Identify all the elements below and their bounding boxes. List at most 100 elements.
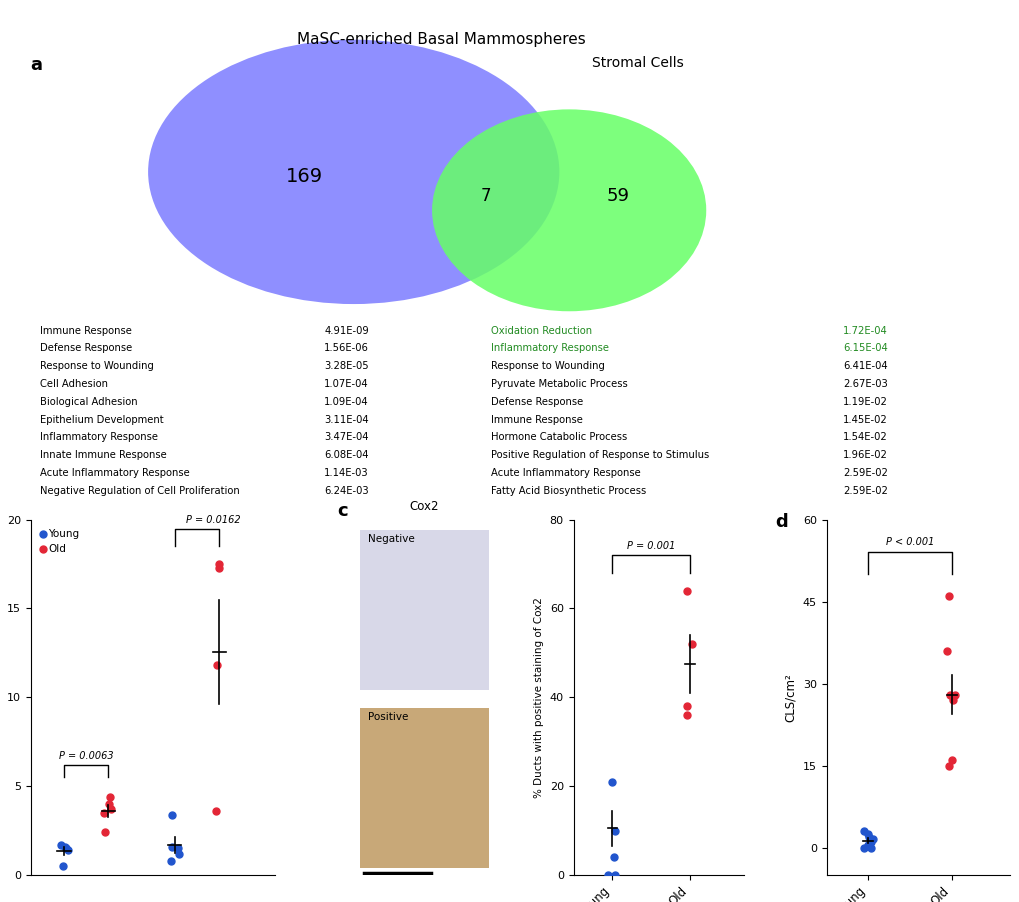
Point	[170, 846, 186, 861]
Point	[945, 693, 961, 707]
Text: Hormone Catabolic Process: Hormone Catabolic Process	[490, 432, 627, 442]
Point	[859, 838, 875, 852]
Text: 1.07E-04: 1.07E-04	[324, 379, 369, 389]
Text: Immune Response: Immune Response	[41, 326, 132, 336]
Text: a: a	[31, 57, 43, 75]
Point	[941, 759, 957, 773]
Text: Fatty Acid Biosynthetic Process: Fatty Acid Biosynthetic Process	[490, 486, 645, 496]
Text: Epithelium Development: Epithelium Development	[41, 415, 164, 425]
Point	[169, 841, 185, 855]
Text: Stromal Cells: Stromal Cells	[591, 57, 683, 70]
Text: Positive: Positive	[368, 712, 408, 722]
Text: 4.91E-09: 4.91E-09	[324, 326, 369, 336]
Point	[684, 637, 700, 651]
Text: 1.56E-06: 1.56E-06	[324, 344, 369, 354]
Legend: Young, Old: Young, Old	[36, 525, 84, 558]
Text: 7: 7	[480, 187, 491, 205]
Text: Positive Regulation of Response to Stimulus: Positive Regulation of Response to Stimu…	[490, 450, 708, 460]
Text: 2.59E-02: 2.59E-02	[843, 468, 888, 478]
Text: P = 0.0063: P = 0.0063	[59, 751, 113, 761]
Point	[208, 804, 224, 818]
Ellipse shape	[432, 109, 705, 311]
Text: 1.19E-02: 1.19E-02	[843, 397, 888, 407]
Point	[606, 824, 623, 838]
Point	[855, 824, 871, 839]
Text: 1.96E-02: 1.96E-02	[843, 450, 888, 460]
Text: Innate Immune Response: Innate Immune Response	[41, 450, 167, 460]
Point	[162, 853, 178, 868]
Text: Defense Response: Defense Response	[490, 397, 583, 407]
Point	[164, 807, 180, 822]
Text: 59: 59	[606, 187, 629, 205]
Point	[603, 775, 620, 789]
Point	[938, 644, 955, 658]
Text: P < 0.001: P < 0.001	[884, 537, 933, 547]
Text: 3.28E-05: 3.28E-05	[324, 362, 369, 372]
FancyBboxPatch shape	[360, 530, 488, 690]
Point	[164, 839, 180, 853]
Y-axis label: CLS/cm²: CLS/cm²	[784, 673, 797, 722]
Text: Inflammatory Response: Inflammatory Response	[490, 344, 608, 354]
Text: Oxidation Reduction: Oxidation Reduction	[490, 326, 591, 336]
Point	[60, 842, 76, 857]
Text: 6.15E-04: 6.15E-04	[843, 344, 888, 354]
Point	[103, 802, 119, 816]
Text: Biological Adhesion: Biological Adhesion	[41, 397, 138, 407]
Text: 2.59E-02: 2.59E-02	[843, 486, 888, 496]
Text: P = 0.001: P = 0.001	[627, 540, 675, 551]
Y-axis label: % Ducts with positive staining of Cox2: % Ducts with positive staining of Cox2	[534, 597, 544, 797]
Text: d: d	[774, 512, 788, 530]
Text: Acute Inflammatory Response: Acute Inflammatory Response	[41, 468, 190, 478]
Text: Cox2: Cox2	[409, 500, 438, 512]
Text: Acute Inflammatory Response: Acute Inflammatory Response	[490, 468, 640, 478]
Text: 6.24E-03: 6.24E-03	[324, 486, 369, 496]
Point	[859, 827, 875, 842]
Point	[58, 841, 74, 855]
Point	[97, 825, 113, 840]
Text: MaSC-enriched Basal Mammospheres: MaSC-enriched Basal Mammospheres	[298, 32, 586, 48]
Point	[210, 557, 226, 571]
Point	[209, 658, 225, 673]
Point	[864, 833, 880, 847]
Text: 1.54E-02: 1.54E-02	[843, 432, 888, 442]
Point	[56, 839, 72, 853]
Text: 1.72E-04: 1.72E-04	[843, 326, 888, 336]
Text: 6.41E-04: 6.41E-04	[843, 362, 888, 372]
Point	[53, 838, 69, 852]
Text: Defense Response: Defense Response	[41, 344, 132, 354]
Point	[942, 687, 958, 702]
Text: 1.45E-02: 1.45E-02	[843, 415, 888, 425]
Point	[855, 841, 871, 855]
Point	[943, 753, 959, 768]
Text: 6.08E-04: 6.08E-04	[324, 450, 369, 460]
Point	[96, 805, 112, 820]
Point	[55, 859, 71, 873]
Text: 169: 169	[286, 167, 323, 186]
Point	[102, 789, 118, 804]
Point	[211, 560, 227, 575]
Text: Negative Regulation of Cell Proliferation: Negative Regulation of Cell Proliferatio…	[41, 486, 239, 496]
Y-axis label: Relative expression level: Relative expression level	[0, 623, 1, 771]
Point	[605, 850, 622, 864]
Text: 1.09E-04: 1.09E-04	[324, 397, 369, 407]
Point	[862, 835, 878, 850]
Point	[946, 687, 962, 702]
Point	[599, 868, 615, 882]
FancyBboxPatch shape	[360, 708, 488, 868]
Point	[679, 584, 695, 598]
Text: Pyruvate Metabolic Process: Pyruvate Metabolic Process	[490, 379, 627, 389]
Text: 2.67E-03: 2.67E-03	[843, 379, 888, 389]
Point	[606, 868, 623, 882]
Point	[862, 841, 878, 855]
Point	[679, 699, 695, 713]
Point	[679, 708, 695, 723]
Text: Inflammatory Response: Inflammatory Response	[41, 432, 158, 442]
Text: Cell Adhesion: Cell Adhesion	[41, 379, 108, 389]
Text: Negative: Negative	[368, 534, 414, 544]
Text: c: c	[336, 502, 347, 520]
Text: Immune Response: Immune Response	[490, 415, 582, 425]
Text: 1.14E-03: 1.14E-03	[324, 468, 369, 478]
Point	[941, 589, 957, 603]
Text: Response to Wounding: Response to Wounding	[41, 362, 154, 372]
Text: 3.11E-04: 3.11E-04	[324, 415, 369, 425]
